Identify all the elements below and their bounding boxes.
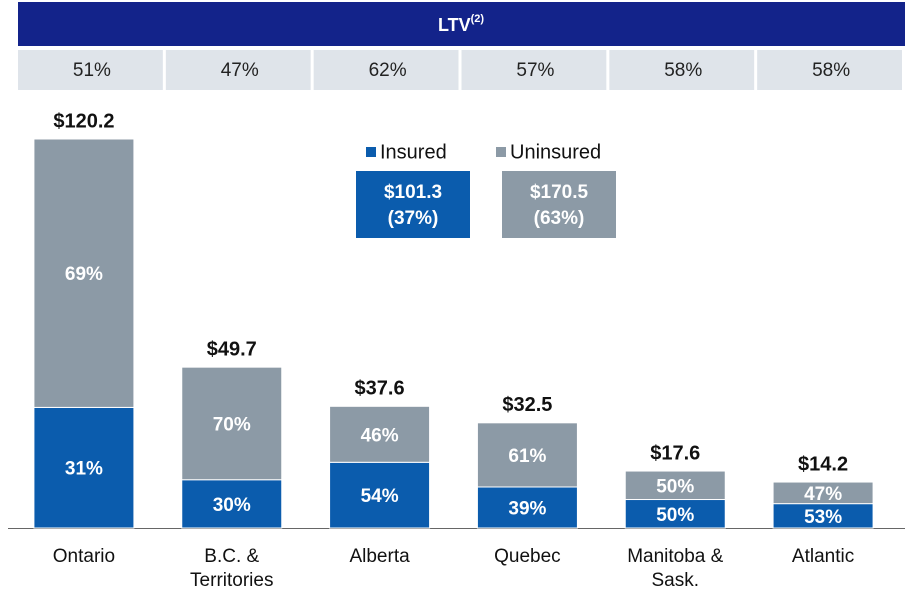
ltv-value: 47% [221, 60, 259, 81]
ltv-header [18, 2, 905, 46]
segment-label: 61% [508, 446, 546, 467]
summary-box [356, 171, 470, 238]
ltv-cell [165, 50, 311, 90]
x-tick-label: Atlantic [792, 546, 854, 567]
bar-segment [624, 470, 726, 501]
segment-label: 70% [213, 414, 251, 435]
ltv-title-text: LTV [438, 15, 471, 35]
bar-segment [624, 499, 726, 529]
legend-label: Uninsured [510, 141, 601, 163]
ltv-value: 58% [664, 60, 702, 81]
legend-swatch [366, 147, 376, 157]
segment-label: 30% [213, 495, 251, 516]
segment-label: 50% [656, 505, 694, 526]
bar-segment [772, 481, 874, 505]
ltv-cell [609, 50, 755, 90]
ltv-note: (2) [471, 13, 485, 25]
total-label: $120.2 [53, 110, 114, 132]
legend-swatch [496, 147, 506, 157]
total-label: $49.7 [207, 338, 257, 360]
segment-label: 50% [656, 476, 694, 497]
x-tick-label: Sask. [651, 570, 699, 591]
total-label: $14.2 [798, 453, 848, 475]
summary-share: (63%) [534, 208, 585, 229]
ltv-title: LTV(2) [438, 13, 484, 35]
total-label: $32.5 [502, 394, 552, 416]
x-tick-label: B.C. & [204, 546, 259, 567]
summary-total: $170.5 [530, 182, 589, 203]
segment-label: 53% [804, 507, 842, 528]
bar-segment [476, 486, 578, 529]
ltv-value: 51% [73, 60, 111, 81]
bar-segment [329, 461, 431, 529]
segment-label: 47% [804, 484, 842, 505]
bar-segment [33, 406, 135, 529]
x-tick-label: Manitoba & [627, 546, 723, 567]
ltv-value: 62% [369, 60, 407, 81]
x-tick-label: Quebec [494, 546, 561, 567]
ltv-value: 57% [516, 60, 554, 81]
x-tick-label: Alberta [349, 546, 410, 567]
x-tick-label: Ontario [53, 546, 115, 567]
total-label: $37.6 [355, 378, 405, 400]
summary-share: (37%) [388, 208, 439, 229]
ltv-cell [757, 50, 902, 90]
bar-segment [181, 366, 283, 481]
segment-label: 39% [508, 499, 546, 520]
total-label: $17.6 [650, 442, 700, 464]
x-tick-label: Territories [190, 570, 273, 591]
bar-segment [476, 422, 578, 488]
ltv-value: 58% [812, 60, 850, 81]
segment-label: 69% [65, 264, 103, 285]
bar-segment [329, 405, 431, 463]
summary-box [502, 171, 616, 238]
ltv-cell [18, 50, 163, 90]
segment-label: 46% [361, 425, 399, 446]
ltv-cell [313, 50, 459, 90]
segment-label: 31% [65, 459, 103, 480]
legend-label: Insured [380, 141, 447, 163]
ltv-cell [461, 50, 607, 90]
summary-total: $101.3 [384, 182, 442, 203]
bar-segment [33, 138, 135, 408]
segment-label: 54% [361, 486, 399, 507]
